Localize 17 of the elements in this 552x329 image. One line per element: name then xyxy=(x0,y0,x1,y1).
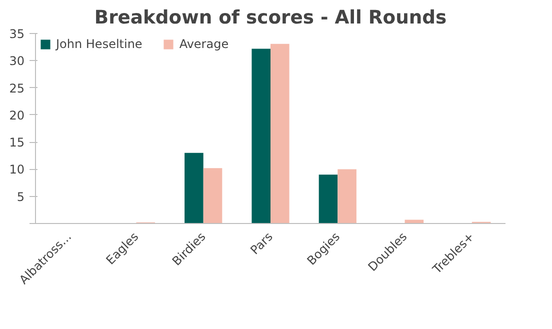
y-tick-label: 15 xyxy=(9,136,25,150)
bar xyxy=(184,152,204,224)
y-tick-label: 35 xyxy=(9,27,25,41)
bar xyxy=(252,48,270,224)
bar xyxy=(338,169,356,224)
y-tick-label: 10 xyxy=(9,162,25,177)
bar xyxy=(270,44,290,224)
y-tick-label: 30 xyxy=(9,54,25,68)
y-tick-label: 25 xyxy=(9,81,25,96)
bar xyxy=(203,168,222,224)
bar xyxy=(318,174,338,224)
y-tick-label: 20 xyxy=(9,108,25,122)
chart-title: Breakdown of scores - All Rounds xyxy=(94,8,447,28)
bar xyxy=(404,220,424,224)
legend-label: Average xyxy=(179,37,229,51)
y-tick-label: 5 xyxy=(16,190,25,204)
legend-label: John Heseltine xyxy=(56,37,142,51)
